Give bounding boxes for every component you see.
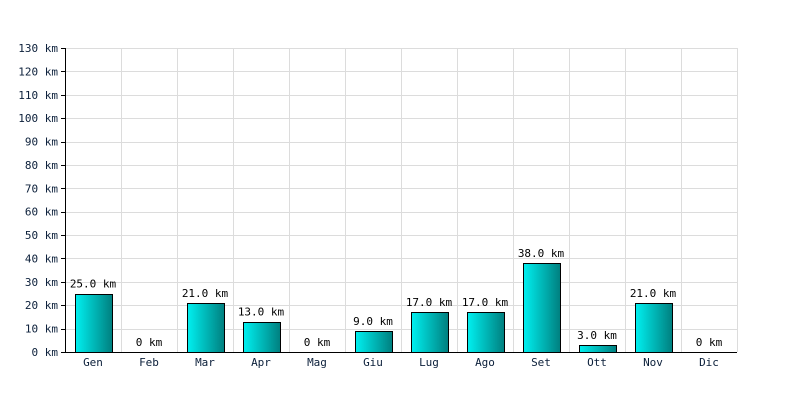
x-tick-label-gen: Gen [83,356,103,369]
bar-ago [467,312,505,353]
x-tick-label-feb: Feb [139,356,159,369]
bar-apr [243,322,281,353]
data-label-mar: 21.0 km [182,287,229,300]
label-layer: 0 km 10 km 20 km 30 km 40 km 50 km 60 km 70 km 8… [18,42,722,369]
y-tick-label: 20 km [25,299,58,312]
x-tick-label-set: Set [531,356,551,369]
data-label-giu: 9.0 km [353,315,393,328]
x-tick-label-giu: Giu [363,356,383,369]
x-tick-label-apr: Apr [251,356,271,369]
bar-ott [579,345,617,353]
y-tick-label: 40 km [25,252,58,265]
data-label-lug: 17.0 km [406,296,453,309]
x-tick-label-nov: Nov [643,356,663,369]
x-tick-label-ago: Ago [475,356,495,369]
x-tick-label-lug: Lug [419,356,439,369]
data-label-mag: 0 km [304,336,331,349]
x-tick-label-ott: Ott [587,356,607,369]
y-tick-label: 120 km [18,65,58,78]
y-tick-label: 70 km [25,182,58,195]
bar-giu [355,331,393,353]
data-label-set: 38.0 km [518,247,565,260]
data-label-apr: 13.0 km [238,306,285,319]
y-tick-label: 80 km [25,159,58,172]
y-tick-label: 30 km [25,276,58,289]
y-tick-label: 110 km [18,89,58,102]
x-tick-label-mag: Mag [307,356,327,369]
y-tick-label: 130 km [18,42,58,55]
bar-gen [75,294,113,353]
axis-layer [61,48,737,353]
bar-set [523,263,561,353]
y-tick-label: 90 km [25,136,58,149]
y-tick-label: 50 km [25,229,58,242]
x-tick-label-mar: Mar [195,356,215,369]
grid-layer [65,48,738,352]
data-label-gen: 25.0 km [70,278,117,291]
y-tick-label: 60 km [25,206,58,219]
data-label-ott: 3.0 km [577,329,617,342]
y-tick-label: 10 km [25,323,58,336]
data-label-nov: 21.0 km [630,287,677,300]
x-tick-label-dic: Dic [699,356,719,369]
data-label-feb: 0 km [136,336,163,349]
data-label-ago: 17.0 km [462,296,509,309]
y-tick-label: 0 km [32,346,59,359]
bar-mar [187,303,225,353]
y-tick-label: 100 km [18,112,58,125]
data-label-dic: 0 km [696,336,723,349]
bar-lug [411,312,449,353]
bar-nov [635,303,673,353]
